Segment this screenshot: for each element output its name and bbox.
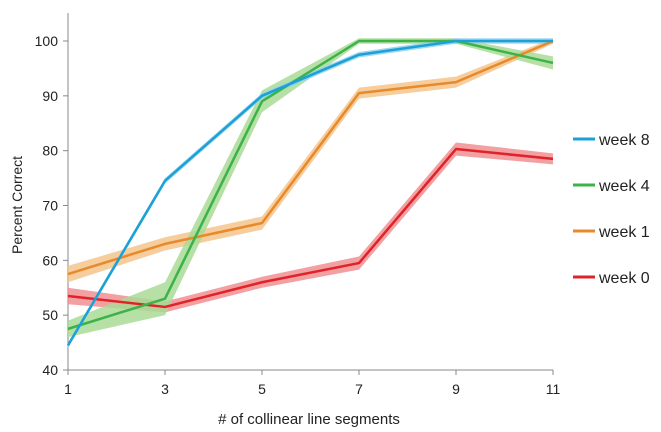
y-tick-label: 70 xyxy=(42,198,58,214)
x-tick-label: 9 xyxy=(452,381,460,397)
y-tick-label: 60 xyxy=(42,252,58,268)
x-tick-label: 1 xyxy=(64,381,72,397)
legend-label-week-1: week 1 xyxy=(598,224,650,241)
error-band-week-1 xyxy=(68,38,553,283)
x-tick-label: 7 xyxy=(355,381,363,397)
x-tick-label: 11 xyxy=(546,381,561,397)
y-tick-label: 40 xyxy=(42,362,58,378)
y-ticks: 40 50 60 70 80 90 100 xyxy=(35,33,68,378)
axes xyxy=(67,13,553,371)
legend: week 8 week 4 week 1 week 0 xyxy=(573,132,650,287)
y-tick-label: 50 xyxy=(42,307,58,323)
legend-label-week-0: week 0 xyxy=(598,270,650,287)
x-tick-label: 3 xyxy=(161,381,169,397)
series-line-week-0 xyxy=(67,147,554,309)
x-ticks: 1 3 5 7 9 11 xyxy=(64,370,560,397)
y-tick-label: 90 xyxy=(42,88,58,104)
y-tick-label: 80 xyxy=(42,143,58,159)
series-lines xyxy=(66,39,554,346)
x-axis-label: # of collinear line segments xyxy=(218,411,400,428)
y-axis-label: Percent Correct xyxy=(9,156,25,254)
series-line-week-1 xyxy=(67,39,554,276)
legend-label-week-8: week 8 xyxy=(598,132,650,149)
error-bands xyxy=(68,38,553,349)
error-band-week-0 xyxy=(68,142,553,313)
legend-label-week-4: week 4 xyxy=(598,178,650,195)
error-band-week-4 xyxy=(68,38,553,338)
x-tick-label: 5 xyxy=(258,381,266,397)
series-line-week-4 xyxy=(67,39,554,331)
y-tick-label: 100 xyxy=(35,33,59,49)
series-line-week-8 xyxy=(66,39,553,346)
